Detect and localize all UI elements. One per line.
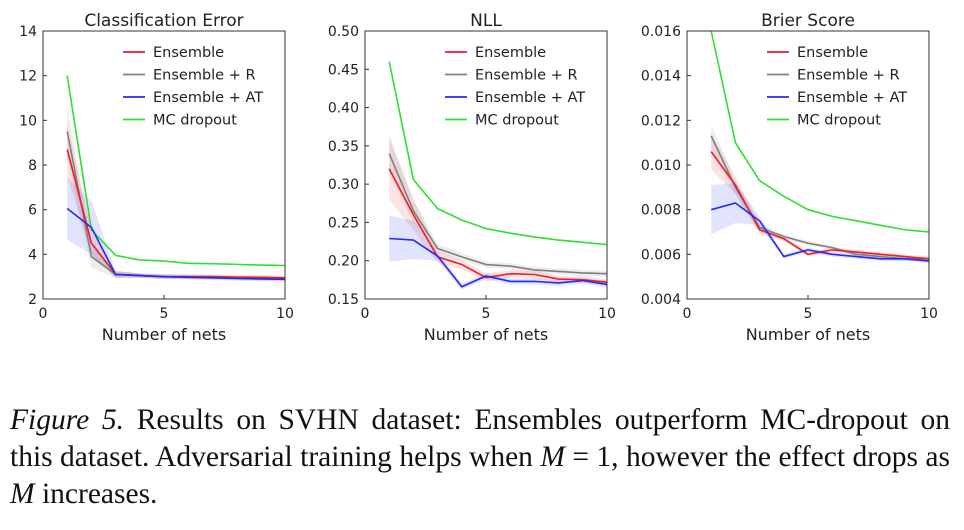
series-line [388,61,608,246]
caption-label: Figure 5. [10,404,125,436]
y-tick-label: 0.45 [328,62,359,78]
x-tick-label: 0 [361,306,370,322]
series-line [388,168,608,283]
x-tick-label: 5 [804,306,813,322]
y-tick-label: 0.004 [641,292,681,308]
series-line [66,75,286,267]
legend: Ensemble Ensemble + R Ensemble + AT MC drop… [123,45,263,129]
legend-entry: MC dropout [153,113,237,129]
series-band [711,182,929,264]
y-tick-label: 0.15 [328,292,359,308]
caption-text-2: however the effect drops as [618,441,951,473]
y-tick-label: 0.35 [328,139,359,155]
caption-math-m2: M [10,478,35,510]
y-tick-label: 0.010 [641,158,681,174]
y-tick-label: 0.50 [328,24,359,40]
series-line [389,237,608,288]
y-tick-label: 6 [28,203,37,219]
legend-entry: Ensemble + R [797,68,900,84]
charts-row: Classification Error 2 4 6 8 10 12 14 0 5 10 Number… [19,11,938,344]
y-tick-label: 0.006 [641,247,681,263]
x-tick-label: 10 [598,306,616,322]
series-band [711,124,929,262]
chart-panel-1: Classification Error 2 4 6 8 10 12 14 0 5 10 Number… [19,11,294,344]
x-axis-label: Number of nets [424,325,548,344]
y-tick-label: 0.20 [328,254,359,270]
chart-title: Classification Error [84,11,243,31]
legend-entry: Ensemble [797,45,868,61]
y-tick-label: 0.014 [641,69,681,85]
y-tick-label: 0.016 [641,24,681,40]
y-tick-label: 4 [28,247,37,263]
series-line [66,207,286,281]
y-tick-label: 0.012 [641,113,681,129]
series-line [710,202,930,262]
chart-panel-3: Brier Score 0.004 0.006 0.008 0.010 0.012 0.01… [641,11,938,344]
caption-text-1: Results on SVHN dataset: Ensembles outpe… [10,404,950,473]
x-tick-label: 5 [482,306,491,322]
y-tick-label: 0.40 [328,101,359,117]
legend-entry: Ensemble [153,45,224,61]
chart-title: Brier Score [761,11,855,31]
chart-title: NLL [470,11,502,31]
figure-caption: Figure 5. Results on SVHN dataset: Ensem… [10,402,950,513]
legend-entry: Ensemble + AT [153,90,263,106]
caption-math-m1: M [540,441,565,473]
series-line [388,153,608,275]
caption-text-3: increases. [34,478,158,510]
x-tick-label: 10 [920,306,938,322]
y-tick-label: 0.008 [641,203,681,219]
y-tick-label: 14 [19,24,37,40]
x-tick-label: 10 [276,306,294,322]
y-tick-label: 12 [19,69,37,85]
legend-entry: Ensemble [475,45,546,61]
legend-entry: Ensemble + AT [475,90,585,106]
x-tick-label: 5 [160,306,169,322]
y-tick-label: 8 [28,158,37,174]
legend: Ensemble Ensemble + R Ensemble + AT MC drop… [445,45,585,129]
y-tick-label: 10 [19,113,37,129]
chart-panel-2: NLL 0.15 0.20 0.25 0.30 0.35 0.40 0.45 0.50 0 5 10 N… [328,11,616,344]
x-tick-label: 0 [39,306,48,322]
legend: Ensemble Ensemble + R Ensemble + AT MC drop… [767,45,907,129]
caption-eq: = 1, [564,441,619,473]
y-tick-label: 2 [28,292,37,308]
x-axis-label: Number of nets [746,325,870,344]
legend-entry: Ensemble + R [475,68,578,84]
x-tick-label: 0 [683,306,692,322]
legend-entry: Ensemble + AT [797,90,907,106]
legend-entry: Ensemble + R [153,68,256,84]
x-axis-label: Number of nets [102,325,226,344]
legend-entry: MC dropout [475,113,559,129]
series-line [710,30,930,233]
y-tick-label: 0.30 [328,177,359,193]
y-tick-label: 0.25 [328,215,359,231]
legend-entry: MC dropout [797,113,881,129]
